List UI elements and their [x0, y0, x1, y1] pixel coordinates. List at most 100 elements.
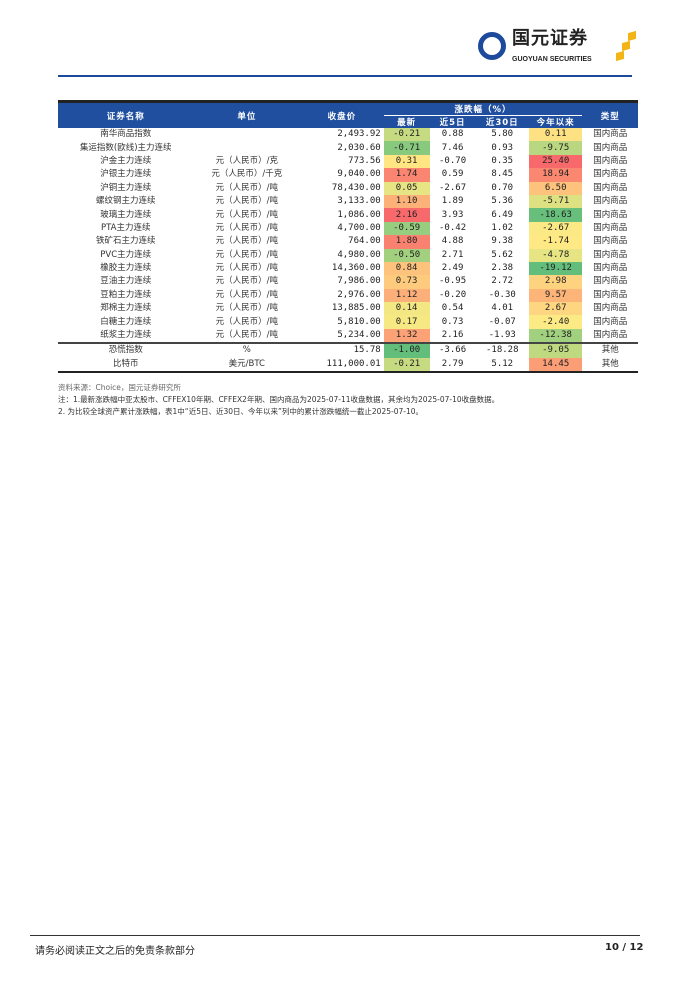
table-row: 比特币 美元/BTC 111,000.01 -0.21 2.79 5.12 14.45 其他 — [58, 357, 638, 374]
table-row: PVC主力连续 元（人民币）/吨 4,980.00 -0.50 2.71 5.62 -4.7… — [58, 248, 638, 262]
cell-latest: 1.80 — [383, 235, 430, 249]
cell-latest: 0.73 — [383, 275, 430, 289]
cell-close: 14,360.00 — [331, 263, 381, 274]
cell-ytd: -18.63 — [528, 208, 583, 222]
cell-unit: 元（人民币）/吨 — [215, 196, 279, 207]
col-name: 证券名称 — [58, 101, 194, 128]
cell-latest: 0.14 — [383, 302, 430, 316]
cell-unit: 元（人民币）/克 — [215, 155, 279, 166]
cell-d30: 0.93 — [491, 142, 514, 153]
cell-d5: 2.49 — [441, 263, 464, 274]
cell-unit: 美元/BTC — [193, 357, 301, 374]
cell-latest: 1.12 — [383, 288, 430, 303]
cell-unit: 元（人民币）/吨 — [215, 303, 279, 314]
cell-close: 2,030.60 — [337, 142, 381, 153]
cell-close: 4,700.00 — [337, 222, 381, 233]
cell-type: 其他 — [582, 357, 638, 374]
cell-type: 国内商品 — [593, 236, 628, 247]
logo-emblem-icon — [478, 32, 506, 60]
cell-latest: 0.31 — [383, 154, 430, 169]
table-row: 玻璃主力连续 元（人民币）/吨 1,086.00 2.16 3.93 6.49 -18.63… — [58, 208, 638, 222]
cell-ytd: 18.94 — [528, 168, 583, 182]
cell-type: 国内商品 — [593, 316, 628, 327]
cell-close: 4,980.00 — [337, 249, 381, 260]
table-row: 南华商品指数 2,493.92 -0.21 0.88 5.80 0.11 国内商品 — [58, 128, 638, 142]
table-row: 豆油主力连续 元（人民币）/吨 7,986.00 0.73 -0.95 2.72 2.98 国… — [58, 275, 638, 289]
cell-d5: 0.54 — [441, 303, 464, 314]
cell-d30: 2.72 — [491, 276, 514, 287]
cell-name: 玻璃主力连续 — [100, 209, 152, 220]
cell-d5: -0.70 — [439, 155, 467, 166]
col-latest: 最新 — [383, 115, 430, 128]
cell-close: 111,000.01 — [300, 357, 384, 374]
cell-d30: 2.38 — [491, 263, 514, 274]
cell-ytd: -12.38 — [528, 328, 583, 344]
cell-unit: 元（人民币）/千克 — [211, 169, 283, 180]
cell-unit: 元（人民币）/吨 — [215, 222, 279, 233]
cell-unit: 元（人民币）/吨 — [215, 236, 279, 247]
cell-d30: -0.30 — [488, 289, 516, 300]
cell-ytd: 2.67 — [528, 302, 583, 316]
cell-latest: -0.59 — [383, 221, 430, 236]
cell-d5: -0.95 — [439, 276, 467, 287]
cell-d5: 0.59 — [441, 169, 464, 180]
cell-type: 其他 — [582, 342, 638, 358]
guoyuan-logo: 国元证券 GUOYUAN SECURITIES — [478, 28, 638, 72]
table-row: 郑棉主力连续 元（人民币）/吨 13,885.00 0.14 0.54 4.01 2.67 国… — [58, 302, 638, 316]
cell-d5: -3.66 — [429, 342, 476, 358]
cell-latest: -0.21 — [383, 128, 430, 142]
cell-latest: 1.74 — [383, 168, 430, 182]
table-row: 沪铜主力连续 元（人民币）/吨 78,430.00 0.05 -2.67 0.70 6.50… — [58, 181, 638, 195]
logo-square-icon — [616, 50, 624, 62]
cell-ytd: -9.05 — [528, 342, 583, 358]
cell-unit: 元（人民币）/吨 — [215, 182, 279, 193]
cell-ytd: -5.71 — [528, 194, 583, 209]
cell-type: 国内商品 — [593, 196, 628, 207]
cell-name: 集运指数(欧线)主力连续 — [79, 142, 172, 153]
cell-latest: 1.32 — [383, 328, 430, 344]
cell-name: 纸浆主力连续 — [100, 330, 152, 341]
cell-close: 1,086.00 — [337, 209, 381, 220]
cell-type: 国内商品 — [593, 222, 628, 233]
cell-unit: 元（人民币）/吨 — [215, 330, 279, 341]
table-row: 沪银主力连续 元（人民币）/千克 9,040.00 1.74 0.59 8.45 18.94… — [58, 168, 638, 182]
cell-unit: 元（人民币）/吨 — [215, 263, 279, 274]
cell-ytd: 2.98 — [528, 275, 583, 289]
table-row: 螺纹钢主力连续 元（人民币）/吨 3,133.00 1.10 1.89 5.36 -5.71… — [58, 194, 638, 209]
cell-close: 7,986.00 — [337, 276, 381, 287]
cell-d30: 5.62 — [491, 249, 514, 260]
cell-d30: -18.28 — [475, 342, 529, 358]
cell-latest: 0.05 — [383, 181, 430, 195]
table-row: 白糖主力连续 元（人民币）/吨 5,810.00 0.17 0.73 -0.07 -2.40… — [58, 315, 638, 329]
col-30d: 近30日 — [475, 115, 529, 128]
col-change-group: 涨跌幅（%） — [383, 101, 583, 116]
cell-ytd: -2.40 — [528, 315, 583, 329]
cell-d5: 2.71 — [441, 249, 464, 260]
table-row: 集运指数(欧线)主力连续 2,030.60 -0.71 7.46 0.93 -9.75 国内… — [58, 141, 638, 155]
cell-name: 比特币 — [58, 357, 194, 374]
cell-type: 国内商品 — [593, 182, 628, 193]
cell-unit: % — [193, 342, 301, 358]
table-row: 豆粕主力连续 元（人民币）/吨 2,976.00 1.12 -0.20 -0.30 9.57… — [58, 288, 638, 303]
cell-latest: -1.00 — [383, 342, 430, 358]
footer-divider — [30, 935, 640, 936]
cell-d5: 1.89 — [441, 196, 464, 207]
note-1: 注：1.最新涨跌幅中亚太股市、CFFEX10年期、CFFEX2年期、国内商品为2… — [58, 395, 500, 404]
cell-close: 764.00 — [348, 236, 381, 247]
cell-unit: 元（人民币）/吨 — [215, 289, 279, 300]
cell-close: 78,430.00 — [331, 182, 381, 193]
cell-latest: -0.71 — [383, 141, 430, 155]
cell-latest: 2.16 — [383, 208, 430, 222]
cell-d5: 7.46 — [441, 142, 464, 153]
col-ytd: 今年以来 — [528, 115, 583, 128]
cell-d5: -0.42 — [439, 222, 467, 233]
cell-d30: 0.35 — [491, 155, 514, 166]
cell-type: 国内商品 — [593, 169, 628, 180]
header-divider — [58, 75, 632, 77]
table-row: 橡胶主力连续 元（人民币）/吨 14,360.00 0.84 2.49 2.38 -19.1… — [58, 261, 638, 276]
cell-type: 国内商品 — [593, 263, 628, 274]
cell-name: 橡胶主力连续 — [100, 263, 152, 274]
cell-latest: 0.84 — [383, 261, 430, 276]
cell-close: 773.56 — [348, 155, 381, 166]
